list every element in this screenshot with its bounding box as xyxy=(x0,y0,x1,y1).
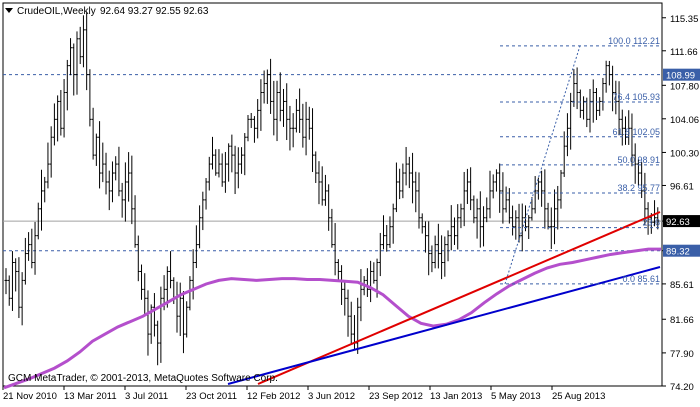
fib-level-label: 38.2 95.77 xyxy=(617,183,660,193)
blue-trendline xyxy=(227,266,661,385)
level-price-label: 108.99 xyxy=(666,71,695,82)
chart-header: CrudeOIL,Weekly 92.64 93.27 92.55 92.63 xyxy=(5,6,209,17)
y-tick-label: 85.61 xyxy=(670,280,694,291)
copyright-watermark: GCM MetaTrader, © 2001-2013, MetaQuotes … xyxy=(8,373,278,384)
level-price-tag xyxy=(663,68,700,81)
triangle-down-icon[interactable] xyxy=(5,8,13,13)
y-tick-label: 100.30 xyxy=(670,148,699,159)
fib-anchor-line xyxy=(504,45,581,285)
price-bars xyxy=(4,12,660,366)
fib-level-label: 50.0 98.91 xyxy=(617,155,660,165)
x-tick-label: 25 Aug 2013 xyxy=(552,391,605,402)
current-price-label: 92.63 xyxy=(666,217,690,228)
fib-level-label: 23.6 xyxy=(642,218,660,228)
y-tick-label: 107.80 xyxy=(670,81,699,92)
x-tick-label: 13 Jan 2013 xyxy=(430,391,482,402)
moving-average-layer xyxy=(3,247,661,390)
y-tick-label: 115.35 xyxy=(670,14,698,25)
level-price-label: 89.32 xyxy=(666,247,690,258)
grid-lines xyxy=(3,74,662,252)
y-tick-label: 104.06 xyxy=(670,115,699,126)
x-tick-label: 23 Oct 2011 xyxy=(186,391,237,402)
x-tick-label: 3 Jun 2012 xyxy=(308,391,355,402)
y-tick-label: 74.20 xyxy=(670,382,694,393)
fib-level-label: 61.8 102.05 xyxy=(612,127,660,137)
y-tick-label: 77.90 xyxy=(670,349,694,360)
x-tick-label: 3 Jul 2011 xyxy=(125,391,168,402)
price-axis: 115.35 111.66 107.80 104.06 100.30 96.61 92.63… xyxy=(662,14,700,393)
y-tick-label: 96.61 xyxy=(670,181,694,192)
x-tick-label: 13 Mar 2011 xyxy=(64,391,117,402)
moving-average-line xyxy=(3,247,661,390)
current-price-tag xyxy=(663,215,700,228)
ohlc-label: 92.64 93.27 92.55 92.63 xyxy=(100,6,209,17)
symbol-label: CrudeOIL,Weekly xyxy=(17,6,96,17)
y-tick-label: 111.66 xyxy=(670,47,698,58)
trendlines-layer xyxy=(227,211,661,385)
fibonacci-layer: 100.0 112.21 76.4 105.93 61.8 102.05 50.0 9… xyxy=(500,36,662,285)
x-tick-label: 23 Sep 2012 xyxy=(369,391,423,402)
x-tick-label: 12 Feb 2012 xyxy=(247,391,300,402)
x-tick-label: 21 Nov 2010 xyxy=(3,391,57,402)
y-tick-label: 81.66 xyxy=(670,315,694,326)
x-tick-label: 5 May 2013 xyxy=(491,391,541,402)
level-price-tag xyxy=(663,244,700,257)
plot-area[interactable] xyxy=(2,2,663,387)
fib-level-label: 76.4 105.93 xyxy=(612,92,660,102)
fib-level-label: 100.0 112.21 xyxy=(608,36,660,46)
fib-level-label: 0.0 85.61 xyxy=(622,274,660,284)
red-trendline xyxy=(257,211,661,385)
time-axis: 21 Nov 2010 13 Mar 2011 3 Jul 2011 23 Oct 2… xyxy=(2,386,605,402)
